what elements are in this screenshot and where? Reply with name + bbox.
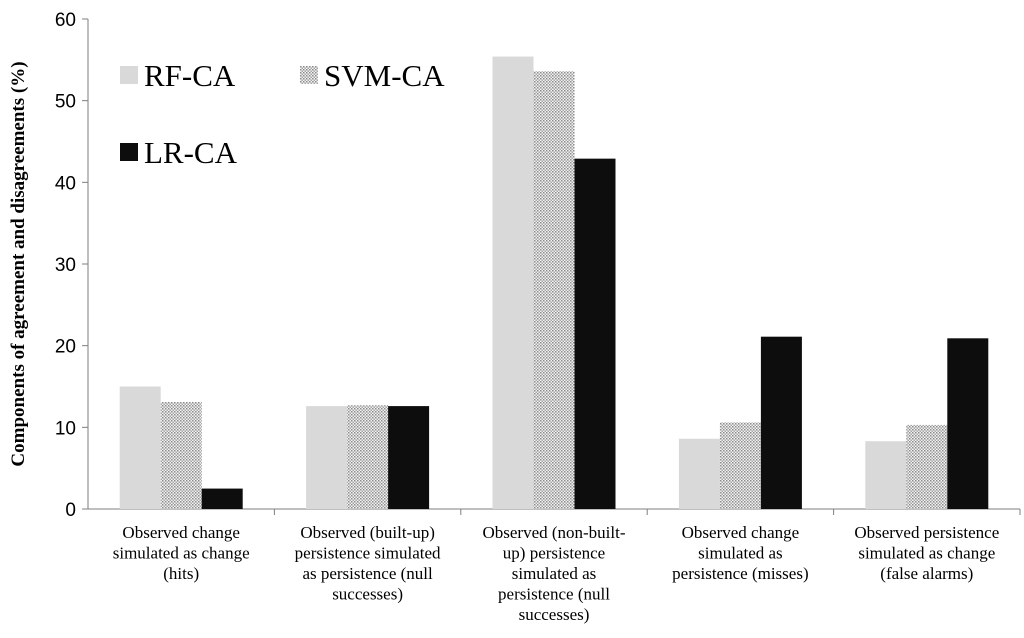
bar-lr-ca bbox=[201, 488, 243, 509]
bar-rf-ca bbox=[865, 441, 907, 509]
bar-rf-ca bbox=[119, 386, 161, 509]
x-category-label: Observed persistence simulated as change(… bbox=[854, 523, 999, 583]
bar-rf-ca bbox=[306, 406, 348, 509]
y-tick-label: 0 bbox=[65, 500, 76, 521]
y-axis-label: Components of agreement and disagreement… bbox=[8, 61, 29, 466]
y-tick-label: 50 bbox=[55, 92, 76, 113]
x-category-labels: Observed change simulated as change (hits)… bbox=[113, 509, 1021, 624]
bar-svm-ca bbox=[347, 405, 389, 509]
x-category-label: Observed (non-built-up) persistence simul… bbox=[482, 523, 625, 624]
legend-swatch-rf-ca bbox=[120, 66, 138, 84]
y-ticks: 0 10 20 30 40 50 60 bbox=[55, 10, 88, 521]
legend-label: RF-CA bbox=[144, 58, 236, 93]
bars bbox=[119, 56, 989, 510]
legend-label: SVM-CA bbox=[324, 58, 445, 93]
bar-svm-ca bbox=[533, 71, 575, 510]
legend-swatch-svm-ca bbox=[300, 66, 318, 84]
bar-lr-ca bbox=[947, 338, 989, 509]
y-tick-label: 40 bbox=[55, 173, 76, 194]
bar-lr-ca bbox=[760, 336, 802, 509]
legend-swatch-lr-ca bbox=[120, 143, 138, 161]
y-tick-label: 60 bbox=[55, 10, 76, 31]
x-category-label: Observed (built-up) persistence simulated… bbox=[295, 523, 441, 604]
bar-svm-ca bbox=[160, 402, 202, 509]
bar-rf-ca bbox=[678, 438, 720, 509]
bar-rf-ca bbox=[492, 56, 534, 510]
legend-label: LR-CA bbox=[144, 135, 238, 170]
bar-lr-ca bbox=[574, 158, 616, 509]
y-tick-label: 30 bbox=[55, 255, 76, 276]
bar-svm-ca bbox=[719, 422, 761, 509]
bar-svm-ca bbox=[906, 424, 948, 509]
y-tick-label: 10 bbox=[55, 418, 76, 439]
bar-lr-ca bbox=[388, 406, 430, 509]
x-category-label: Observed change simulated as change (hits) bbox=[113, 523, 250, 583]
x-category-label: Observed change simulated as persistence (… bbox=[672, 523, 808, 583]
y-tick-label: 20 bbox=[55, 337, 76, 358]
legend: RF-CA SVM-CA LR-CA bbox=[120, 58, 445, 170]
